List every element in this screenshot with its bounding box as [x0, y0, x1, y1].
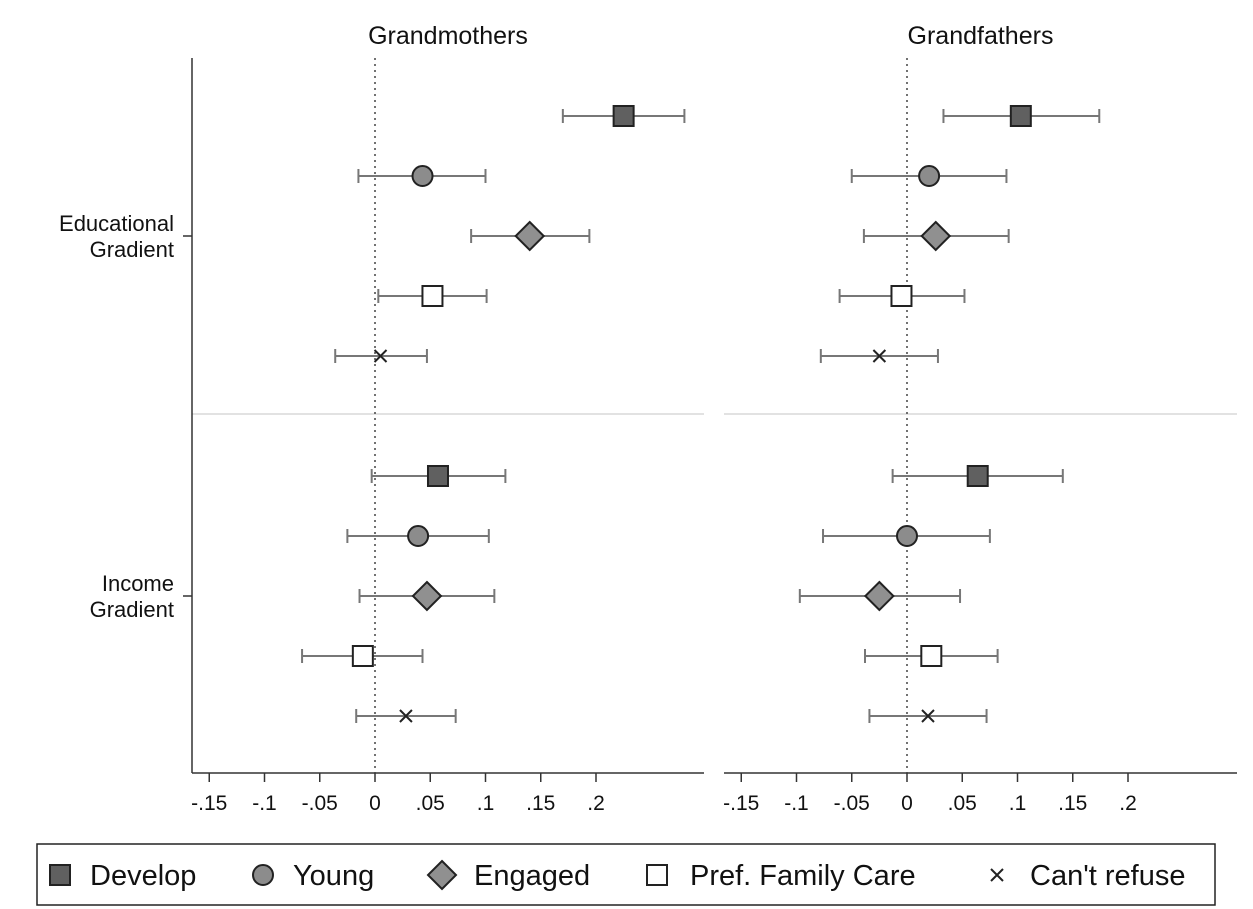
y-group-label: Income [102, 571, 174, 596]
legend-marker-young [252, 864, 274, 886]
y-group-label: Gradient [90, 237, 174, 262]
estimate-marker-pref-family-care [421, 285, 444, 307]
legend: Develop Young Engaged Pref. Family Care Can'… [36, 843, 1216, 906]
panel-title: Grandmothers [368, 22, 528, 50]
point-young [346, 525, 490, 547]
group-income-gradient [798, 465, 1064, 723]
x-tick-label: .05 [948, 792, 977, 815]
legend-entry-young: Young [252, 860, 374, 892]
point-engaged [798, 580, 962, 612]
estimate-marker-develop [426, 465, 449, 487]
point-engaged [470, 220, 591, 252]
x-tick-label: .2 [587, 792, 605, 815]
point-pref-family-care [864, 645, 999, 667]
estimate-marker-pref-family-care [890, 285, 913, 307]
point-young [357, 165, 487, 187]
legend-label: Young [293, 860, 374, 892]
point-young [850, 165, 1008, 187]
estimate-marker-develop [966, 465, 989, 487]
legend-label: Develop [90, 860, 196, 892]
estimate-marker-can-t-refuse [872, 349, 887, 363]
point-develop [891, 465, 1064, 487]
point-pref-family-care [838, 285, 966, 307]
estimate-marker-engaged [920, 220, 952, 252]
legend-label: Pref. Family Care [690, 860, 916, 892]
estimate-marker-develop [1009, 105, 1032, 127]
legend-entry-can-t-refuse: Can't refuse [990, 860, 1185, 892]
point-engaged [862, 220, 1010, 252]
estimate-marker-can-t-refuse [399, 709, 413, 723]
estimate-marker-young [896, 525, 918, 547]
point-develop [561, 105, 686, 127]
point-pref-family-care [301, 645, 424, 667]
x-tick-label: -.05 [834, 792, 870, 815]
estimate-marker-can-t-refuse [373, 349, 388, 363]
point-young [822, 525, 991, 547]
legend-entry-engaged: Engaged [426, 859, 590, 892]
point-can-t-refuse [334, 349, 428, 363]
legend-marker-develop [49, 864, 71, 886]
estimate-marker-engaged [514, 220, 546, 252]
legend-marker-engaged [426, 859, 458, 891]
x-tick-label: -.15 [723, 792, 759, 815]
estimate-marker-pref-family-care [920, 645, 943, 667]
y-group-label: Educational [59, 211, 174, 236]
legend-entry-develop: Develop [49, 860, 196, 892]
y-group-label: Gradient [90, 597, 174, 622]
x-tick-label: -.1 [252, 792, 277, 815]
point-can-t-refuse [355, 709, 457, 723]
estimate-marker-young [407, 525, 430, 547]
x-tick-label: 0 [901, 792, 913, 815]
x-tick-label: .1 [477, 792, 495, 815]
legend-marker-can-t-refuse [990, 868, 1004, 882]
estimate-marker-engaged [411, 580, 443, 612]
legend-box [36, 843, 1216, 906]
x-tick-label: .15 [526, 792, 555, 815]
estimate-marker-engaged [863, 580, 895, 612]
x-tick-label: .05 [416, 792, 445, 815]
point-develop [942, 105, 1101, 127]
legend-label: Engaged [474, 860, 590, 892]
legend-marker-pref-family-care [646, 864, 668, 886]
point-can-t-refuse [819, 349, 939, 363]
estimate-marker-develop [612, 105, 635, 127]
estimate-marker-pref-family-care [351, 645, 374, 667]
legend-label: Can't refuse [1030, 860, 1185, 892]
point-pref-family-care [377, 285, 488, 307]
x-tick-label: .1 [1009, 792, 1027, 815]
panel-title: Grandfathers [908, 22, 1054, 50]
legend-entry-pref-family-care: Pref. Family Care [646, 860, 916, 892]
estimate-marker-can-t-refuse [921, 709, 935, 723]
point-can-t-refuse [868, 709, 988, 723]
group-educational-gradient [819, 105, 1101, 363]
point-engaged [358, 580, 496, 612]
estimate-marker-young [918, 165, 941, 187]
estimate-marker-young [411, 165, 434, 187]
x-tick-label: .2 [1119, 792, 1137, 815]
x-tick-label: -.15 [191, 792, 227, 815]
point-develop [370, 465, 507, 487]
x-tick-label: .15 [1058, 792, 1087, 815]
x-tick-label: -.1 [784, 792, 809, 815]
panel-grandfathers: Grandfathers -.15 -.1 -.05 0 .05 .1 .15 .2 [723, 22, 1237, 815]
x-tick-label: 0 [369, 792, 381, 815]
panel-grandmothers: Grandmothers -.15 -.1 -.05 0 .05 .1 .15 .2 Educat… [59, 22, 704, 815]
x-tick-label: -.05 [302, 792, 338, 815]
